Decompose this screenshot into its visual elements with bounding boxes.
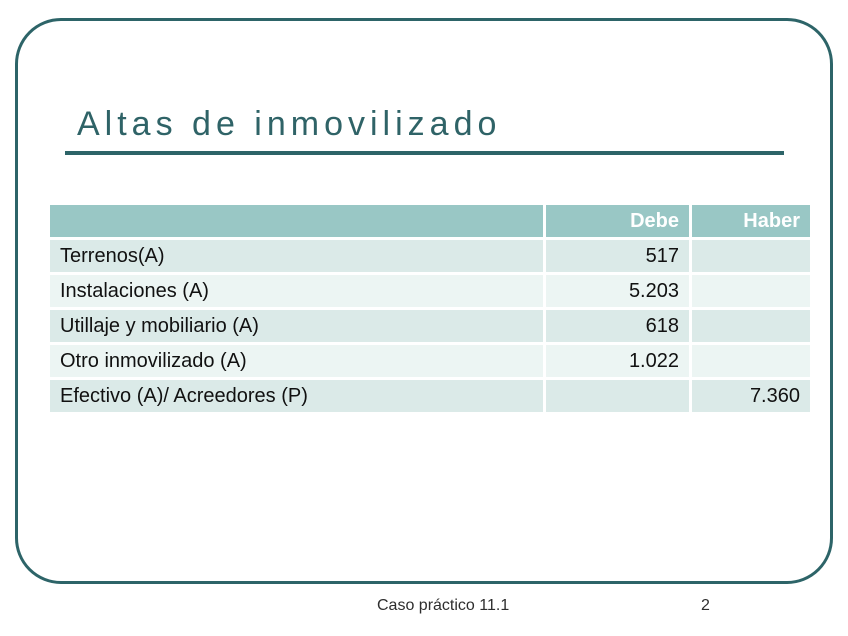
- row-debe-value: 5.203: [546, 275, 689, 307]
- slide-border: [15, 18, 833, 584]
- row-debe-value: 1.022: [546, 345, 689, 377]
- row-label: Terrenos(A): [50, 240, 543, 272]
- journal-table: Debe Haber Terrenos(A) 517 Instalaciones…: [47, 202, 813, 415]
- row-haber-value: [692, 240, 810, 272]
- row-haber-value: [692, 310, 810, 342]
- row-label: Instalaciones (A): [50, 275, 543, 307]
- footer-caption: Caso práctico 11.1: [377, 597, 510, 614]
- row-debe-value: 517: [546, 240, 689, 272]
- row-haber-value: 7.360: [692, 380, 810, 412]
- table-row: Terrenos(A) 517: [50, 240, 810, 272]
- column-header-blank: [50, 205, 543, 237]
- table-header-row: Debe Haber: [50, 205, 810, 237]
- row-label: Efectivo (A)/ Acreedores (P): [50, 380, 543, 412]
- row-haber-value: [692, 345, 810, 377]
- row-debe-value: 618: [546, 310, 689, 342]
- page-title: Altas de inmovilizado: [77, 105, 502, 143]
- table-row: Utillaje y mobiliario (A) 618: [50, 310, 810, 342]
- title-underline: [65, 151, 784, 155]
- page-number: 2: [701, 597, 710, 614]
- table-row: Otro inmovilizado (A) 1.022: [50, 345, 810, 377]
- table-row: Efectivo (A)/ Acreedores (P) 7.360: [50, 380, 810, 412]
- row-haber-value: [692, 275, 810, 307]
- column-header-debe: Debe: [546, 205, 689, 237]
- row-label: Otro inmovilizado (A): [50, 345, 543, 377]
- row-debe-value: [546, 380, 689, 412]
- column-header-haber: Haber: [692, 205, 810, 237]
- row-label: Utillaje y mobiliario (A): [50, 310, 543, 342]
- table-row: Instalaciones (A) 5.203: [50, 275, 810, 307]
